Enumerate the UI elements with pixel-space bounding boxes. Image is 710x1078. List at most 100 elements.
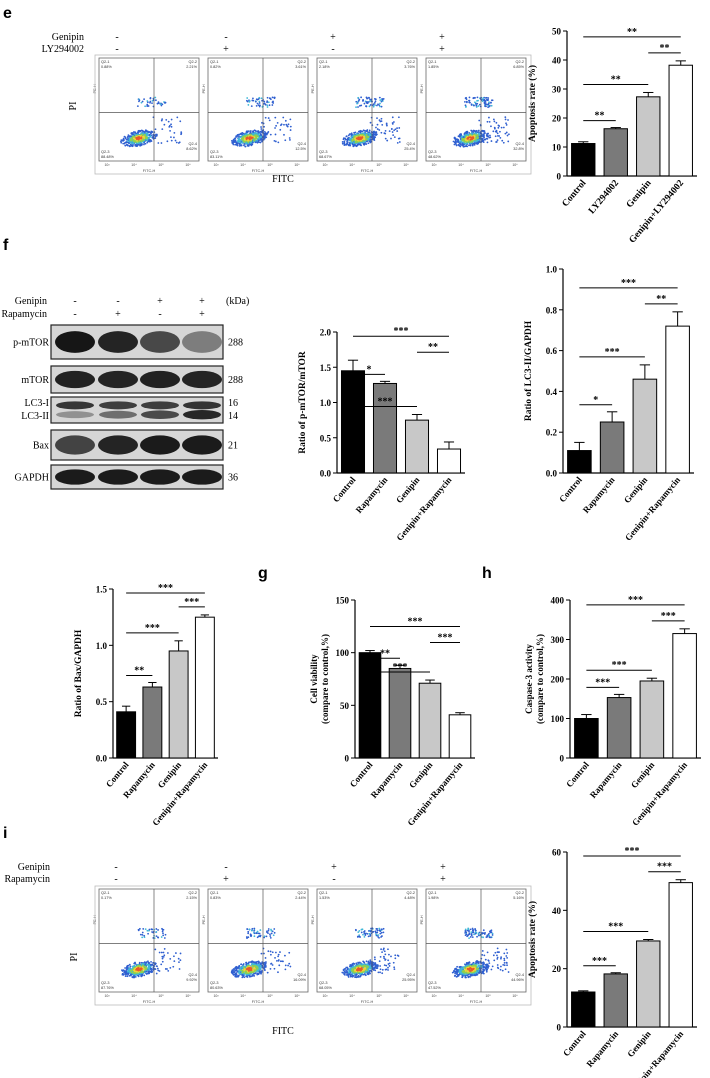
flow-event: [253, 974, 256, 977]
blot-band: [182, 331, 222, 353]
flow-event: [363, 964, 366, 967]
flow-plot-frame: [98, 888, 200, 993]
flow-event: [264, 957, 267, 959]
flow-x-tick: 10⁶: [294, 994, 300, 998]
flow-event: [396, 130, 399, 132]
flow-event: [378, 927, 381, 930]
flow-event: [261, 138, 263, 141]
flow-event: [161, 957, 164, 960]
blot-band: [56, 401, 94, 410]
flow-event: [125, 141, 128, 143]
flow-event: [363, 135, 366, 138]
flow-event: [476, 96, 479, 99]
flow-event: [358, 962, 360, 964]
flow-event: [143, 968, 145, 970]
blot-band: [55, 435, 95, 455]
flow-plot-frame: [207, 57, 309, 162]
flow-event: [134, 144, 137, 147]
flow-event: [482, 141, 485, 143]
flow-event: [473, 140, 476, 143]
flow-event: [253, 139, 256, 142]
flow-event: [237, 137, 240, 140]
flow-event: [357, 96, 360, 99]
flow-event: [131, 142, 133, 145]
flow-event: [377, 103, 379, 106]
flow-event: [483, 102, 486, 105]
y-tick-label: 100: [336, 648, 350, 658]
significance-label: ***: [661, 611, 676, 622]
significance-label: **: [428, 342, 438, 353]
flow-event: [149, 134, 152, 137]
flow-event: [261, 99, 263, 102]
flow-event: [243, 135, 246, 138]
flow-event: [284, 954, 286, 957]
flow-event: [487, 104, 490, 107]
flow-event: [134, 132, 136, 134]
significance-label: ***: [378, 396, 393, 407]
flow-event: [346, 138, 348, 141]
flow-event: [136, 967, 139, 970]
quadrant-label: Q2-1: [210, 891, 218, 895]
flow-event: [144, 142, 147, 145]
flow-event: [475, 129, 478, 132]
quadrant-label: Q2-2: [516, 60, 524, 64]
flow-event: [279, 124, 282, 127]
flow-event: [170, 139, 173, 142]
flow-event: [130, 139, 133, 142]
flow-event: [488, 120, 491, 123]
panel-i-treatments: Genipin Rapamycin - - + + - + - +: [4, 862, 446, 885]
flow-event: [274, 116, 277, 119]
y-tick-label: 50: [340, 701, 350, 711]
flow-event: [167, 120, 170, 123]
flow-event: [137, 142, 140, 145]
flow-event: [256, 139, 258, 142]
y-tick-label: 0.5: [320, 433, 332, 443]
flow-event: [346, 140, 348, 143]
flow-event: [128, 968, 131, 971]
flow-event: [458, 135, 461, 138]
flow-x-tick: 10⁵: [485, 163, 491, 167]
flow-event: [378, 129, 381, 131]
flow-event: [453, 137, 456, 139]
flow-event: [343, 970, 346, 973]
flow-event: [483, 136, 485, 139]
flow-event: [150, 960, 152, 963]
flow-x-tick: 10⁶: [512, 163, 518, 167]
flow-event: [288, 137, 291, 139]
flow-event: [150, 969, 153, 972]
flow-event: [277, 953, 280, 956]
flow-event: [465, 131, 468, 134]
flow-event: [136, 139, 138, 142]
flow-event: [367, 968, 370, 971]
flow-event: [268, 119, 271, 122]
flow-event: [368, 105, 371, 108]
flow-event: [476, 136, 479, 139]
flow-event: [488, 136, 491, 139]
panel-f-treatments: Genipin Rapamycin - - + + - + - + (kDa): [1, 296, 249, 320]
flow-event: [247, 930, 250, 933]
flow-event: [245, 130, 248, 133]
flow-event: [465, 142, 468, 145]
bar: [418, 682, 442, 759]
flow-event: [132, 138, 135, 141]
flow-event: [143, 936, 146, 939]
flow-event: [483, 138, 486, 141]
flow-event: [369, 121, 372, 124]
flow-event: [126, 965, 128, 968]
flow-event: [342, 137, 345, 140]
flow-event: [352, 144, 355, 147]
flow-event: [169, 958, 172, 960]
flow-event: [246, 975, 248, 978]
flow-event: [457, 144, 460, 146]
flow-event: [152, 962, 154, 964]
blot-band: [141, 410, 179, 419]
significance-label: ***: [438, 633, 453, 644]
flow-event: [180, 131, 183, 134]
flow-event: [247, 142, 250, 145]
flow-event: [269, 936, 272, 939]
flow-event: [146, 100, 149, 102]
flow-event: [245, 971, 247, 974]
flow-event: [253, 932, 256, 935]
quadrant-label: Q2-4: [189, 142, 197, 146]
